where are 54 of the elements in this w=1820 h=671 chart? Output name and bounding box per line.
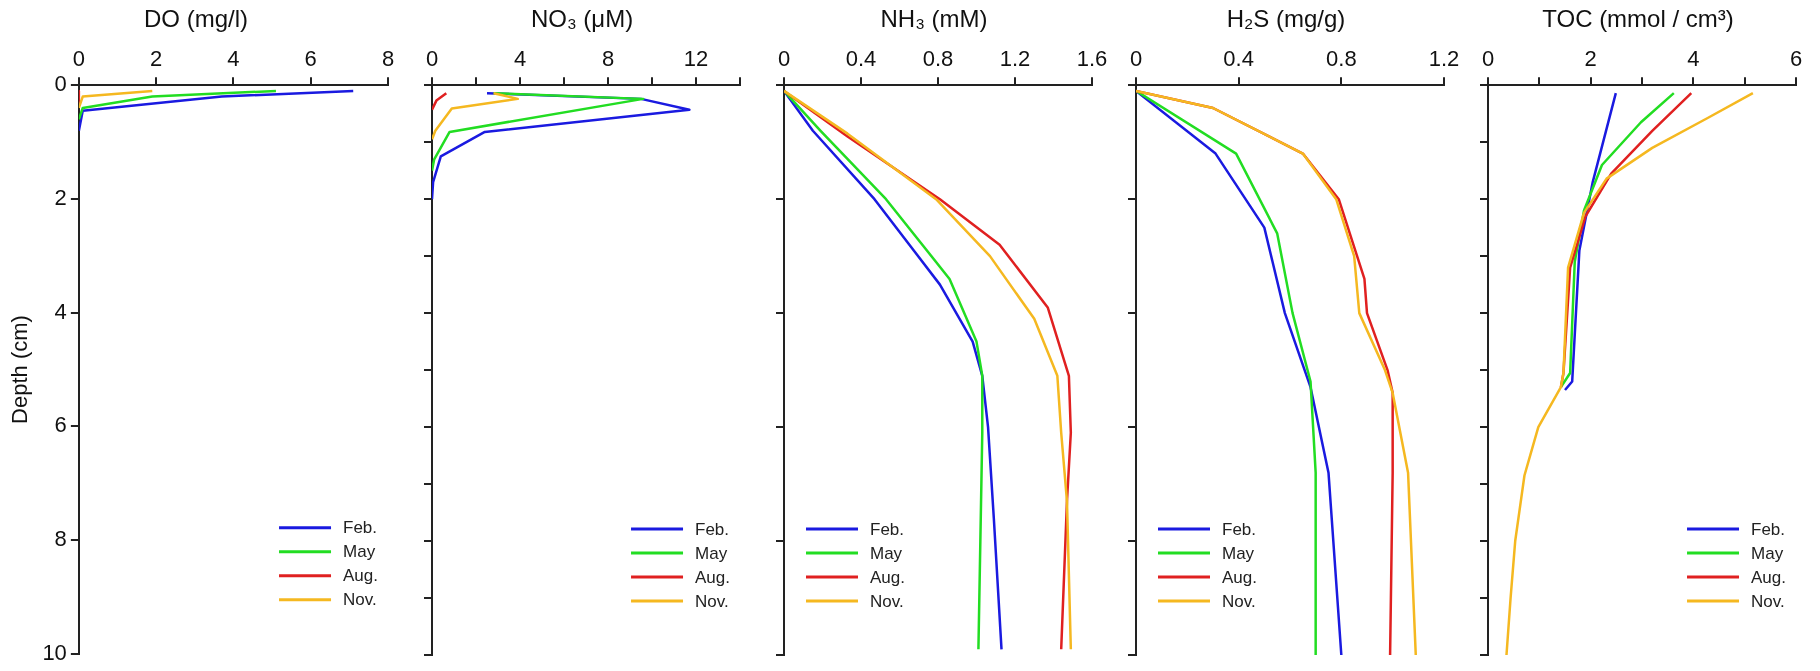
- x-tick-label: 1.2: [1428, 46, 1460, 72]
- x-tick-label: 0.4: [845, 46, 877, 72]
- x-tick-label: 1.2: [999, 46, 1031, 72]
- legend-label: Feb.: [695, 519, 730, 539]
- legend-label: May: [1751, 543, 1784, 563]
- legend-label: Nov.: [1222, 591, 1256, 611]
- y-tick-label: 2: [54, 184, 67, 210]
- x-tick-label: 2: [150, 46, 163, 72]
- x-tick-label: 0.4: [1223, 46, 1254, 72]
- x-tick-label: 0.8: [922, 46, 954, 72]
- legend-label: May: [343, 542, 376, 562]
- chart-title: DO (mg/l): [144, 5, 248, 33]
- legend-label: Nov.: [343, 590, 377, 610]
- x-tick-label: 0: [425, 46, 439, 72]
- y-tick-label: 6: [54, 412, 67, 438]
- x-tick-label: 4: [1687, 46, 1700, 72]
- x-tick-label: 2: [1584, 46, 1597, 72]
- x-tick-label: 8: [601, 46, 615, 72]
- legend-label: Feb.: [343, 518, 378, 538]
- legend-label: May: [695, 543, 728, 563]
- x-tick-label: 6: [304, 46, 317, 72]
- y-tick-label: 0: [54, 71, 67, 97]
- legend-label: Feb.: [1751, 519, 1786, 539]
- x-tick-label: 0: [1481, 46, 1495, 72]
- x-tick-label: 0.8: [1326, 46, 1357, 72]
- x-tick-label: 4: [227, 46, 240, 72]
- chart-title: H₂S (mg/g): [1226, 5, 1346, 33]
- legend-label: Feb.: [870, 519, 905, 539]
- chart-title: NH₃ (mM): [880, 5, 988, 33]
- chart-title: NO₃ (μM): [530, 5, 634, 33]
- x-tick-label: 8: [381, 46, 395, 72]
- legend-label: Aug.: [1751, 567, 1787, 587]
- legend-label: Aug.: [343, 566, 379, 586]
- y-tick-label: 4: [54, 298, 67, 324]
- legend-label: Nov.: [695, 591, 729, 611]
- legend-label: Nov.: [1751, 591, 1785, 611]
- x-tick-label: 0: [777, 46, 791, 72]
- legend-label: May: [1222, 543, 1255, 563]
- y-tick-label: 10: [42, 639, 67, 665]
- y-axis-title: Depth (cm): [7, 315, 33, 424]
- legend-label: Aug.: [695, 567, 731, 587]
- legend-label: Aug.: [870, 567, 905, 587]
- legend-label: Nov.: [870, 591, 904, 611]
- y-tick-label: 8: [54, 526, 67, 552]
- x-tick-label: 6: [1789, 46, 1803, 72]
- legend-label: May: [870, 543, 903, 563]
- x-tick-label: 12: [683, 46, 709, 72]
- legend-label: Feb.: [1222, 519, 1257, 539]
- x-tick-label: 0: [72, 46, 85, 72]
- x-tick-label: 0: [1129, 46, 1143, 72]
- legend-label: Aug.: [1222, 567, 1257, 587]
- x-tick-label: 1.6: [1076, 46, 1108, 72]
- chart-title: TOC (mmol / cm³): [1542, 5, 1734, 33]
- x-tick-label: 4: [513, 46, 527, 72]
